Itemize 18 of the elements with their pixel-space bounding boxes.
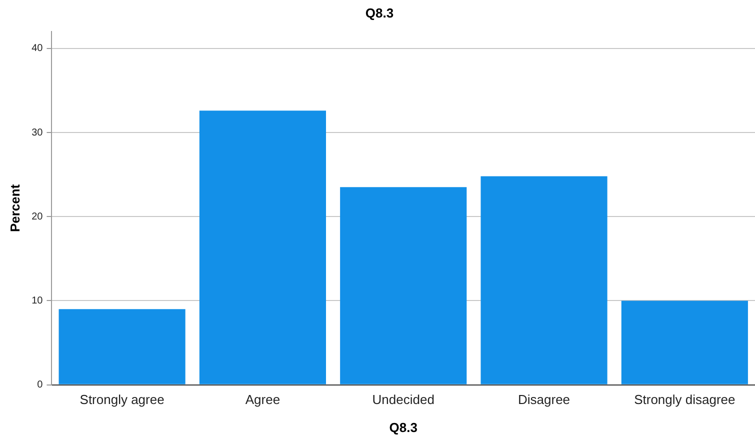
bar (480, 176, 608, 384)
bar (199, 110, 326, 384)
x-tick-label: Strongly disagree (634, 392, 736, 408)
x-axis-title: Q8.3 (389, 420, 418, 435)
y-tick-label: 20 (32, 211, 44, 222)
x-tick-label: Undecided (372, 392, 434, 408)
bar (58, 309, 186, 384)
x-tick-label: Disagree (518, 392, 570, 408)
bar (621, 300, 748, 384)
x-tick-label: Strongly agree (80, 392, 164, 408)
y-tick-label: 10 (32, 295, 44, 306)
y-tick-label: 40 (32, 43, 44, 54)
bar (340, 187, 467, 384)
y-axis-title: Percent (7, 184, 22, 232)
x-tick-label: Agree (245, 392, 280, 408)
y-tick-label: 30 (32, 127, 44, 138)
chart-title: Q8.3 (365, 5, 394, 20)
y-tick-label: 0 (37, 380, 44, 391)
